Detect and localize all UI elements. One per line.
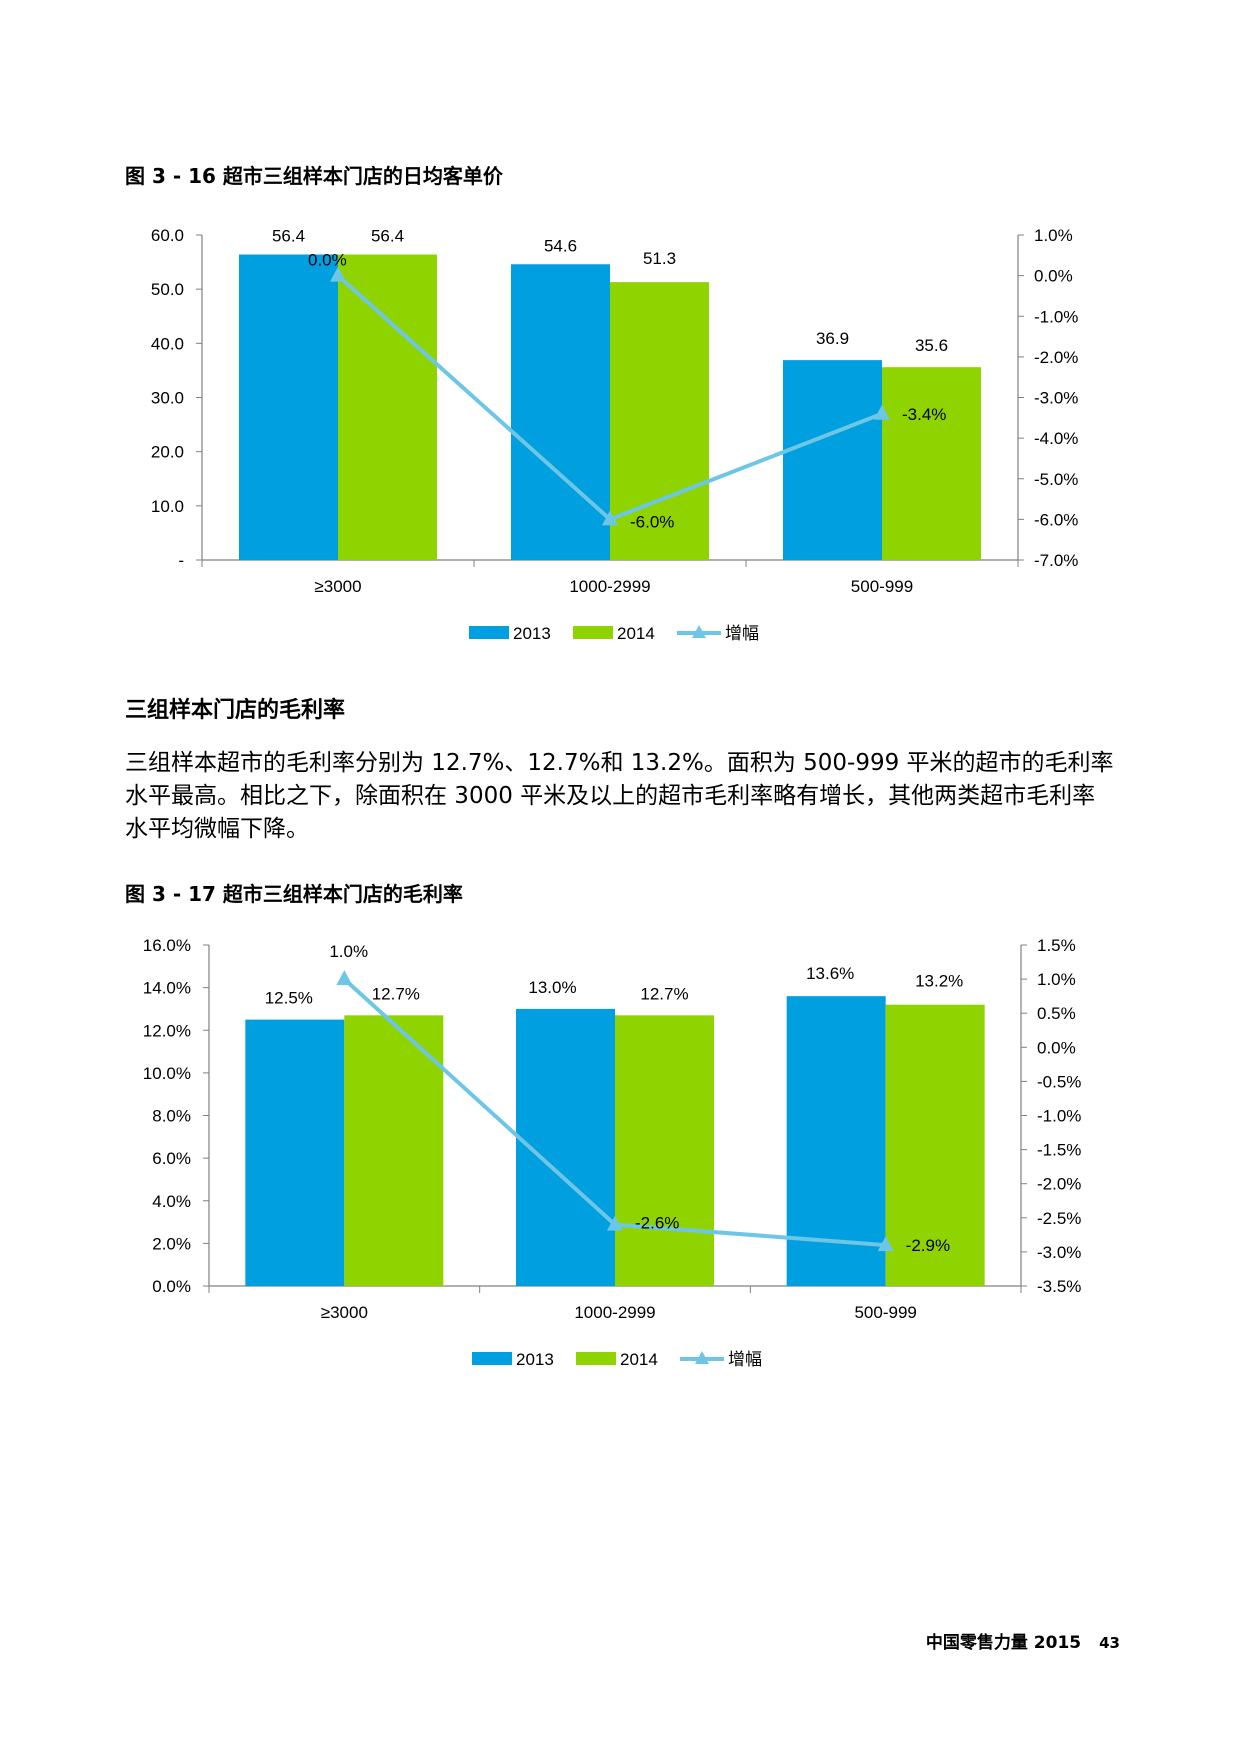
bar-2014 (344, 1015, 444, 1286)
left-axis-tick-label: 6.0% (152, 1149, 191, 1168)
left-axis-tick-label: 16.0% (143, 936, 191, 955)
right-axis-tick-label: -2.0% (1034, 348, 1078, 367)
right-axis-tick-label: -0.5% (1037, 1072, 1081, 1091)
legend-marker-triangle (695, 1351, 709, 1364)
line-marker-triangle (330, 266, 346, 282)
legend-label: 增幅 (728, 1350, 762, 1369)
right-axis-tick-label: -2.5% (1037, 1209, 1081, 1228)
bar-value-label: 51.3 (643, 249, 676, 268)
bar-value-label: 56.4 (371, 227, 404, 246)
x-axis-category-label: 1000-2999 (569, 577, 650, 596)
right-axis-tick-label: 1.5% (1037, 936, 1076, 955)
line-value-label: -6.0% (630, 512, 674, 531)
bar-2014 (615, 1015, 714, 1286)
legend-swatch-2013 (472, 1352, 512, 1365)
line-value-label: -2.6% (635, 1214, 679, 1233)
x-axis-category-label: 500-999 (851, 577, 913, 596)
bar-2014 (338, 254, 437, 560)
legend-swatch-2013 (469, 626, 509, 639)
line-marker-triangle (602, 510, 618, 526)
line-value-label: 0.0% (308, 251, 347, 270)
legend-label: 2014 (617, 624, 655, 643)
body-paragraph: 三组样本超市的毛利率分别为 12.7%、12.7%和 13.2%。面积为 500… (125, 750, 1114, 842)
left-axis-tick-label: 40.0 (151, 334, 184, 353)
x-axis-category-label: ≥3000 (321, 1303, 368, 1322)
right-axis-tick-label: 1.0% (1037, 970, 1076, 989)
right-axis-tick-label: -6.0% (1034, 510, 1078, 529)
bar-value-label: 35.6 (915, 336, 948, 355)
bar-value-label: 12.7% (372, 984, 420, 1003)
bar-2014 (885, 1004, 985, 1286)
right-axis-tick-label: 1.0% (1034, 226, 1073, 245)
legend-label: 2013 (516, 1350, 554, 1369)
bar-value-label: 13.0% (528, 978, 576, 997)
bar-2013 (239, 254, 338, 560)
figure-1-title: 图 3 - 16 超市三组样本门店的日均客单价 (125, 164, 503, 188)
section-heading: 三组样本门店的毛利率 (125, 698, 346, 723)
line-marker-triangle (874, 404, 890, 420)
line-value-label: 1.0% (329, 942, 368, 961)
right-axis-tick-label: -3.0% (1034, 389, 1078, 408)
left-axis-tick-label: 14.0% (143, 979, 191, 998)
left-axis-tick-label: 12.0% (143, 1021, 191, 1040)
right-axis-tick-label: -2.0% (1037, 1175, 1081, 1194)
line-marker-triangle (607, 1215, 623, 1231)
bar-value-label: 56.4 (272, 227, 305, 246)
bar-value-label: 13.6% (806, 964, 854, 983)
line-marker-triangle (336, 970, 353, 986)
left-axis-tick-label: 30.0 (151, 389, 184, 408)
left-axis-tick-label: - (178, 551, 184, 570)
right-axis-tick-label: -1.0% (1037, 1107, 1081, 1126)
bar-value-label: 12.5% (265, 989, 313, 1008)
line-marker-triangle (877, 1236, 894, 1252)
legend-swatch-2014 (573, 626, 613, 639)
left-axis-tick-label: 50.0 (151, 280, 184, 299)
legend-marker-triangle (692, 625, 706, 638)
legend-label: 2014 (620, 1350, 658, 1369)
bar-2013 (245, 1019, 345, 1286)
bar-value-label: 54.6 (544, 236, 577, 255)
chart-daily-basket-value: - 10.0 20.0 30.0 40.0 50.0 60.0 -7.0% -6.0% -5.0%… (151, 226, 1079, 643)
page-footer: 中国零售力量 2015 43 (926, 1628, 1120, 1653)
legend-label: 2013 (513, 624, 551, 643)
right-axis-tick-label: 0.5% (1037, 1004, 1076, 1023)
publication-name: 中国零售力量 2015 (925, 1633, 1082, 1653)
x-axis-category-label: 500-999 (854, 1303, 916, 1322)
x-axis-category-label: 1000-2999 (574, 1303, 655, 1322)
x-axis-category-label: ≥3000 (314, 577, 361, 596)
bar-2014 (882, 367, 981, 560)
left-axis-tick-label: 60.0 (151, 226, 184, 245)
right-axis-tick-label: 0.0% (1034, 267, 1073, 286)
right-axis-tick-label: -4.0% (1034, 429, 1078, 448)
right-axis-tick-label: -3.5% (1037, 1277, 1081, 1296)
right-axis-tick-label: -5.0% (1034, 470, 1078, 489)
bar-value-label: 36.9 (816, 329, 849, 348)
legend-label: 增幅 (725, 624, 759, 643)
right-axis-tick-label: -3.0% (1037, 1243, 1081, 1262)
bar-2013 (783, 360, 882, 560)
line-value-label: -3.4% (902, 405, 946, 424)
bar-value-label: 12.7% (640, 984, 688, 1003)
bar-value-label: 13.2% (915, 972, 963, 991)
right-axis-tick-label: 0.0% (1037, 1038, 1076, 1057)
chart-gross-margin: 0.0% 2.0% 4.0% 6.0% 8.0% 10.0% 12.0% 14.0% 16.0%… (143, 936, 1082, 1369)
right-axis-tick-label: -7.0% (1034, 551, 1078, 570)
right-axis-tick-label: -1.5% (1037, 1141, 1081, 1160)
bar-2013 (511, 264, 610, 560)
left-axis-tick-label: 4.0% (152, 1192, 191, 1211)
figure-2-title: 图 3 - 17 超市三组样本门店的毛利率 (125, 882, 463, 906)
page-number: 43 (1099, 1634, 1120, 1652)
left-axis-tick-label: 10.0% (143, 1064, 191, 1083)
left-axis-tick-label: 0.0% (152, 1277, 191, 1296)
line-value-label: -2.9% (906, 1236, 950, 1255)
left-axis-tick-label: 8.0% (152, 1107, 191, 1126)
left-axis-tick-label: 20.0 (151, 443, 184, 462)
left-axis-tick-label: 10.0 (151, 497, 184, 516)
right-axis-tick-label: -1.0% (1034, 307, 1078, 326)
legend-swatch-2014 (576, 1352, 616, 1365)
left-axis-tick-label: 2.0% (152, 1234, 191, 1253)
